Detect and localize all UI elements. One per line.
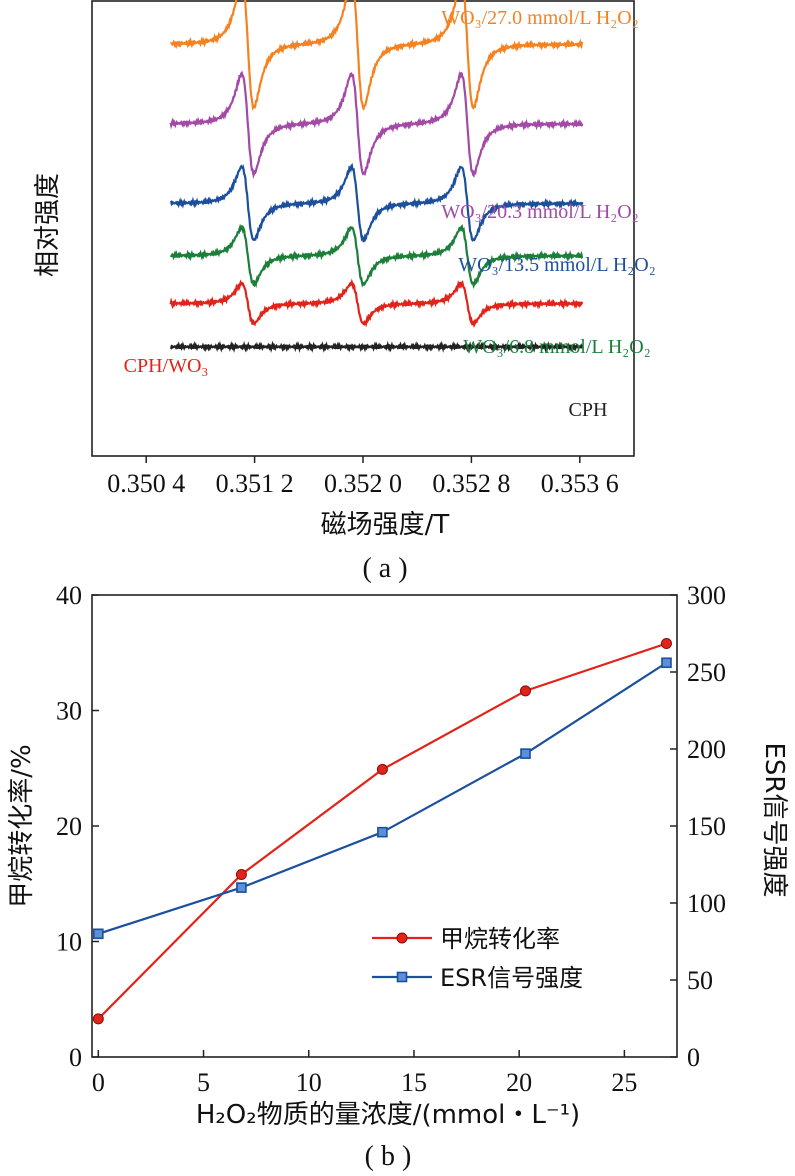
x-tick-label-b: 15 — [401, 1068, 427, 1097]
legend-marker — [396, 932, 408, 944]
esr-trace — [169, 278, 584, 328]
data-point-square — [93, 928, 104, 940]
series-label-a: WO₃/6.8 mmol/L H₂O₂ — [463, 336, 650, 358]
legend-label: ESR信号强度 — [440, 964, 583, 992]
esr-trace — [169, 0, 584, 112]
right-tick-label-b: 50 — [687, 966, 713, 995]
legend-marker — [396, 971, 408, 983]
data-point-square — [236, 882, 247, 893]
x-tick-label-b: 5 — [197, 1068, 210, 1097]
plot-frame-a — [91, 0, 635, 457]
esr-trace — [169, 162, 584, 243]
data-point-circle — [660, 638, 672, 650]
esr-spectra-panel: WO₃/27.0 mmol/L H₂O₂ WO₃/20.3 mmol/L H₂O₂… — [33, 0, 656, 584]
series-label-a: CPH/WO₃ — [124, 355, 209, 377]
plot-frame-b — [91, 594, 678, 1058]
x-tick-label-b: 25 — [611, 1068, 637, 1097]
caption-a: ( a ) — [362, 553, 407, 584]
data-point-square — [377, 826, 388, 838]
series-label-a: WO₃/20.3 mmol/L H₂O₂ — [441, 201, 638, 223]
data-point-circle — [519, 685, 531, 697]
x-tick-label-b: 0 — [92, 1068, 105, 1097]
x-tick-label-a: 0.352 0 — [324, 469, 402, 498]
series-line-b — [97, 661, 668, 935]
x-axis-label-a: 磁场强度/T — [321, 510, 450, 540]
series-label-a: CPH — [569, 399, 608, 421]
legend-label: 甲烷转化率 — [440, 925, 560, 953]
data-point-circle — [92, 1013, 104, 1025]
right-tick-label-b: 100 — [687, 889, 726, 918]
y-axis-label-a: 相对强度 — [33, 173, 63, 277]
esr-trace — [169, 70, 584, 180]
esr-trace — [169, 223, 584, 290]
legend: 甲烷转化率 ESR信号强度 — [372, 925, 583, 992]
left-tick-label-b: 10 — [56, 928, 82, 957]
right-tick-label-b: 0 — [687, 1043, 700, 1072]
series-label-a: WO₃/27.0 mmol/L H₂O₂ — [441, 7, 638, 29]
left-tick-label-b: 40 — [56, 581, 82, 610]
left-tick-label-b: 0 — [69, 1043, 82, 1072]
x-tick-label-a: 0.351 2 — [216, 469, 294, 498]
caption-b: ( b ) — [365, 1141, 412, 1172]
series-label-a: WO₃/13.5 mmol/L H₂O₂ — [458, 254, 655, 276]
x-tick-label-a: 0.350 4 — [107, 469, 185, 498]
left-axis-label-b: 甲烷转化率/% — [7, 744, 37, 907]
right-tick-label-b: 200 — [687, 735, 726, 764]
x-tick-label-b: 10 — [296, 1068, 322, 1097]
right-tick-label-b: 150 — [687, 812, 726, 841]
left-tick-label-b: 30 — [56, 697, 82, 726]
right-tick-label-b: 300 — [687, 581, 726, 610]
data-point-square — [661, 657, 672, 669]
left-tick-label-b: 20 — [56, 812, 82, 841]
x-axis-label-b: H₂O₂物质的量浓度/(mmol・L⁻¹) — [196, 1100, 580, 1130]
x-tick-label-b: 20 — [506, 1068, 532, 1097]
right-axis-label-b: ESR信号强度 — [759, 743, 789, 898]
data-point-square — [520, 748, 531, 759]
data-point-circle — [235, 869, 247, 881]
x-tick-label-a: 0.353 6 — [541, 469, 619, 498]
x-tick-label-a: 0.352 8 — [432, 469, 510, 498]
data-point-circle — [376, 763, 388, 775]
right-tick-label-b: 250 — [687, 658, 726, 687]
esr-trace — [169, 340, 584, 354]
